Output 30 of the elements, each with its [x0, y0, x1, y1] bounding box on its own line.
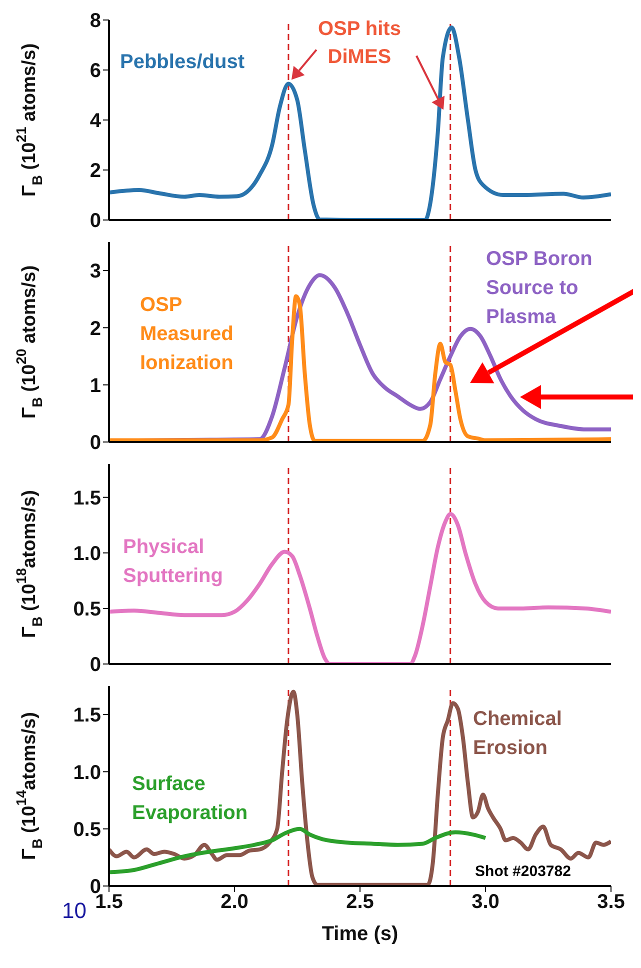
y-tick-label: 1.5: [73, 487, 101, 510]
y-tick-label: 0.5: [73, 818, 101, 841]
y-tick-label: 1.5: [73, 704, 101, 727]
annotation: Shot #203782: [474, 862, 572, 882]
series-label: Chemical Erosion: [473, 707, 563, 761]
annotation: OSP hits DiMES: [316, 16, 402, 70]
y-tick-label: 6: [90, 60, 101, 82]
y-tick-label: 0.5: [73, 598, 101, 621]
y-tick-label: 2: [90, 160, 101, 182]
y-tick-label: 1.0: [73, 542, 101, 565]
y-tick-label: 8: [90, 10, 101, 32]
y-tick-label: 0: [90, 654, 101, 676]
y-tick-label: 4: [90, 110, 102, 132]
x-tick-label: 2.0: [220, 891, 248, 914]
y-tick-label: 2: [90, 318, 101, 340]
series-label: Surface Evaporation: [132, 772, 249, 826]
series-label: OSP Boron Source to Plasma: [486, 247, 594, 330]
y-tick-label: 1.0: [73, 762, 101, 784]
text: 10: [62, 898, 86, 923]
x-tick-label: 2.5: [346, 891, 374, 914]
x-tick-label: 3.5: [597, 891, 625, 914]
y-tick-label: 1: [90, 374, 101, 397]
x-tick-label: 3.0: [472, 891, 500, 914]
x-axis-title: Time (s): [322, 923, 398, 945]
text: OSP Measured Ionization: [140, 293, 234, 376]
text: Pebbles/dust: [120, 50, 246, 75]
y-tick-label: 0: [90, 432, 101, 454]
y-tick-label: 3: [90, 260, 101, 283]
series-label: Physical Sputtering: [123, 535, 224, 589]
y-tick-label: 0: [90, 210, 101, 232]
